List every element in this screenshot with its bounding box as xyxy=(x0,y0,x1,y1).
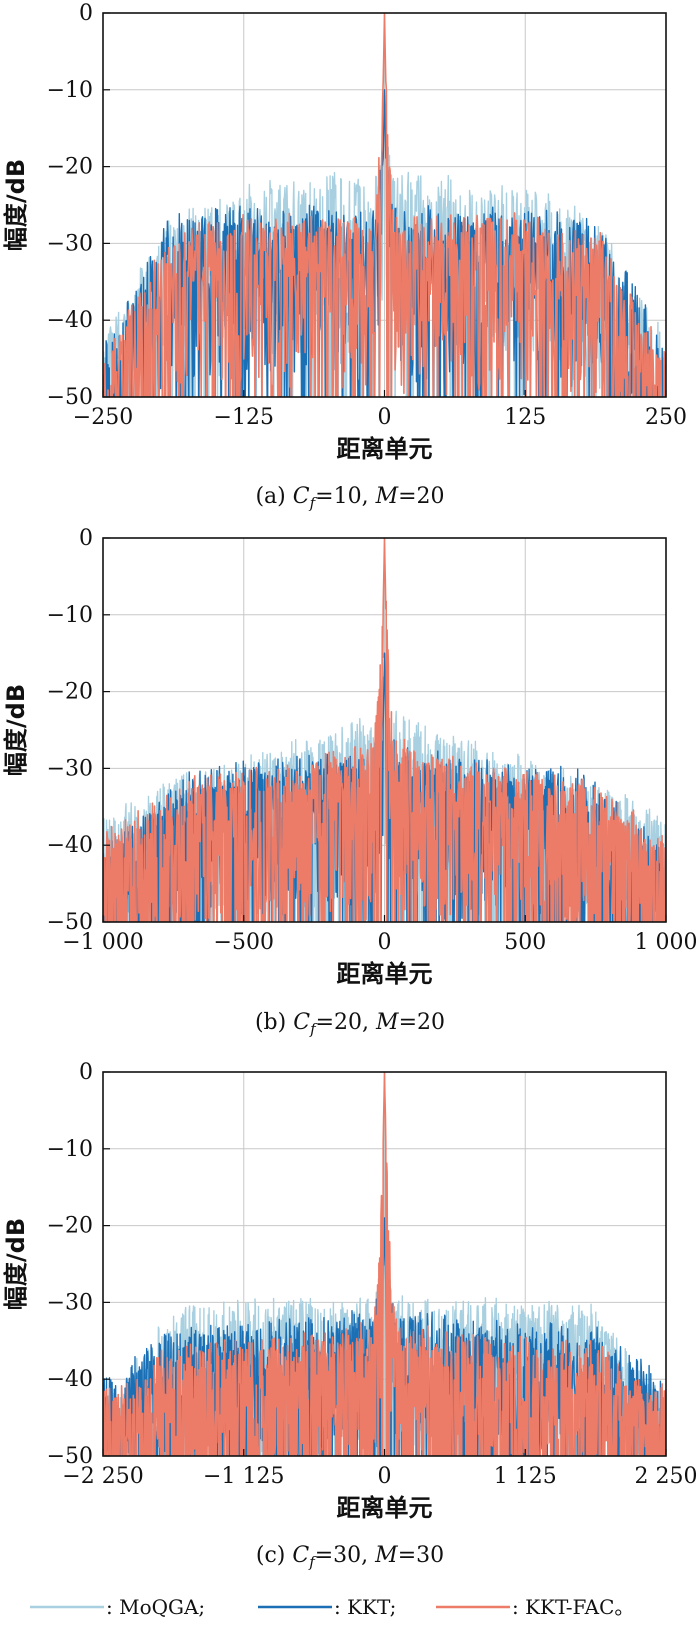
y-tick-label: 0 xyxy=(79,1060,93,1085)
y-tick-label: −50 xyxy=(47,385,93,410)
y-tick-label: −10 xyxy=(47,1137,93,1162)
legend-label-moqga: : MoQGA; xyxy=(106,1595,205,1619)
x-axis-label: 距离单元 xyxy=(337,435,433,463)
x-tick-label: 2 250 xyxy=(635,1464,698,1489)
series-line-kkt-fac xyxy=(103,1072,666,1456)
x-axis-label: 距离单元 xyxy=(337,960,433,988)
series-line-kkt-fac xyxy=(103,538,666,922)
y-axis-label: 幅度/dB xyxy=(2,1218,30,1310)
y-tick-label: 0 xyxy=(79,1,93,26)
x-tick-label: −125 xyxy=(214,405,274,430)
y-tick-label: −40 xyxy=(47,833,93,858)
x-tick-label: 125 xyxy=(504,405,546,430)
x-tick-label: −1 000 xyxy=(62,930,143,955)
x-tick-label: −250 xyxy=(73,405,133,430)
chart-panel-a: −250 −125 0 125 250 0 −10 −20 −30 −40 −50 距离单元 幅度/dB… xyxy=(2,1,687,512)
panel-caption: (b) Cf=20, M=20 xyxy=(255,1010,445,1038)
y-axis-label: 幅度/dB xyxy=(2,159,30,251)
y-tick-label: −20 xyxy=(47,1214,93,1239)
y-tick-label: −10 xyxy=(47,603,93,628)
panel-caption: (c) Cf=30, M=30 xyxy=(256,1543,444,1571)
y-tick-label: −50 xyxy=(47,910,93,935)
chart-panel-b: −1 000 −500 0 500 1 000 0 −10 −20 −30 −40 −50 距离单元 幅… xyxy=(2,526,697,1038)
x-tick-label: −500 xyxy=(214,930,274,955)
y-tick-label: −30 xyxy=(47,231,93,256)
x-tick-label: 0 xyxy=(378,930,392,955)
x-tick-label: 250 xyxy=(645,405,687,430)
y-axis-label: 幅度/dB xyxy=(2,684,30,776)
chart-panel-c: −2 250 −1 125 0 1 125 2 250 0 −10 −20 −30 −40 −50 距… xyxy=(2,1060,697,1571)
y-tick-label: −40 xyxy=(47,308,93,333)
y-tick-label: −20 xyxy=(47,155,93,180)
x-tick-label: −2 250 xyxy=(62,1464,143,1489)
y-tick-label: 0 xyxy=(79,526,93,551)
x-tick-label: 500 xyxy=(504,930,546,955)
legend-label-kkt: : KKT; xyxy=(334,1595,396,1619)
x-tick-label: 1 125 xyxy=(494,1464,557,1489)
x-tick-label: −1 125 xyxy=(203,1464,284,1489)
x-tick-label: 0 xyxy=(378,405,392,430)
y-tick-label: −50 xyxy=(47,1444,93,1469)
series-line-kkt-fac xyxy=(103,13,666,397)
x-axis-label: 距离单元 xyxy=(337,1494,433,1522)
series-line-kkt xyxy=(103,652,666,922)
x-tick-label: 0 xyxy=(378,1464,392,1489)
y-tick-label: −20 xyxy=(47,680,93,705)
y-tick-label: −10 xyxy=(47,78,93,103)
y-tick-label: −30 xyxy=(47,756,93,781)
y-tick-label: −40 xyxy=(47,1367,93,1392)
legend-label-kkt-fac: : KKT-FAC。 xyxy=(512,1595,634,1619)
x-tick-label: 1 000 xyxy=(635,930,698,955)
series-line-kkt xyxy=(103,89,666,397)
series-group xyxy=(103,538,666,922)
legend: : MoQGA; : KKT; : KKT-FAC。 xyxy=(30,1595,634,1619)
series-group xyxy=(103,1072,666,1456)
y-tick-label: −30 xyxy=(47,1290,93,1315)
panel-caption: (a) Cf=10, M=20 xyxy=(255,484,444,512)
series-group xyxy=(103,13,666,397)
